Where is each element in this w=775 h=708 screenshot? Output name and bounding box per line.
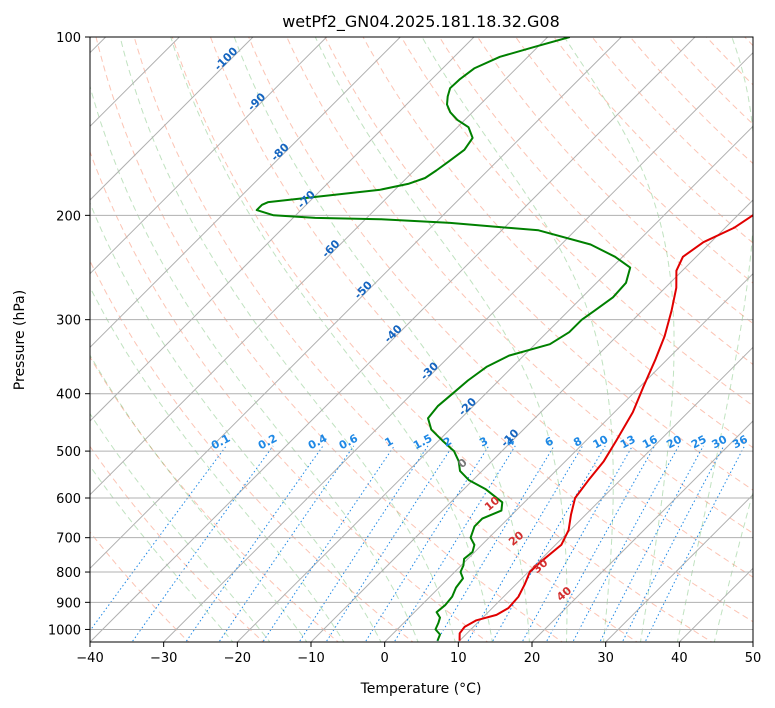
x-tick-label: 20 bbox=[524, 651, 541, 666]
x-axis-title: Temperature (°C) bbox=[360, 681, 482, 697]
x-tick-label: −20 bbox=[224, 651, 251, 666]
isotherm bbox=[90, 37, 622, 570]
mixing-ratio-line bbox=[466, 445, 584, 642]
y-tick-label: 400 bbox=[56, 388, 81, 403]
isotherm bbox=[310, 199, 753, 642]
x-tick-label: 50 bbox=[745, 651, 762, 666]
mixing-ratio-label: 16 bbox=[640, 433, 660, 452]
y-tick-label: 1000 bbox=[48, 623, 81, 638]
mixing-ratio-line bbox=[185, 445, 324, 642]
moist-adiabat bbox=[90, 84, 419, 642]
y-tick-label: 300 bbox=[56, 314, 81, 329]
profile-lines bbox=[255, 37, 753, 642]
x-tick-label: 0 bbox=[381, 651, 389, 666]
chart-title: wetPf2_GN04.2025.181.18.32.G08 bbox=[282, 12, 560, 32]
isotherm bbox=[90, 37, 475, 422]
isotherm bbox=[90, 37, 549, 496]
mixing-ratio-label: 25 bbox=[689, 433, 709, 452]
isotherm bbox=[605, 493, 753, 642]
x-tick-label: −40 bbox=[76, 651, 103, 666]
mixing-ratio-line bbox=[131, 445, 274, 642]
mixing-ratio-line bbox=[298, 445, 429, 642]
mixing-ratio-line bbox=[262, 445, 395, 642]
isotherm bbox=[90, 37, 328, 275]
mixing-ratio-label: 13 bbox=[618, 433, 638, 452]
mixing-ratio-label: 20 bbox=[664, 433, 684, 452]
isotherm bbox=[90, 37, 401, 349]
x-tick-label: −30 bbox=[150, 651, 177, 666]
y-tick-label: 900 bbox=[56, 596, 81, 611]
dry-adiabat bbox=[90, 150, 489, 642]
isotherm bbox=[90, 37, 254, 201]
mixing-ratio-line bbox=[599, 445, 704, 642]
mixing-ratio-line bbox=[325, 445, 454, 642]
y-tick-label: 200 bbox=[56, 209, 81, 224]
y-tick-label: 100 bbox=[56, 31, 81, 46]
mixing-ratio-label: 36 bbox=[730, 433, 750, 452]
y-tick-label: 700 bbox=[56, 532, 81, 547]
isotherm bbox=[531, 420, 753, 642]
isotherm bbox=[384, 272, 753, 642]
dewpoint-profile-line bbox=[255, 37, 632, 642]
mixing-ratio-label: 10 bbox=[591, 433, 611, 452]
axes: −40 −30 −20 −10 0 10 20 30 40 50 100 200 300 400 500 60… bbox=[48, 31, 761, 666]
x-tick-label: 10 bbox=[450, 651, 467, 666]
x-tick-label: −10 bbox=[297, 651, 324, 666]
y-tick-label: 600 bbox=[56, 492, 81, 507]
y-axis-title: Pressure (hPa) bbox=[12, 290, 28, 390]
mixing-ratio-line bbox=[491, 445, 606, 642]
mixing-ratio-label: 30 bbox=[710, 433, 730, 452]
temperature-profile-line bbox=[458, 213, 753, 641]
y-tick-label: 500 bbox=[56, 445, 81, 460]
dry-adiabat bbox=[90, 259, 414, 642]
isotherm bbox=[236, 125, 753, 642]
background-lines bbox=[90, 37, 753, 642]
isotherm bbox=[457, 346, 753, 642]
isotherm bbox=[90, 37, 696, 642]
mixing-ratio-line bbox=[364, 445, 490, 642]
x-tick-label: 40 bbox=[671, 651, 688, 666]
mixing-ratio-line bbox=[218, 445, 355, 642]
mixing-ratio-line bbox=[393, 445, 516, 642]
x-tick-label: 30 bbox=[597, 651, 614, 666]
mixing-ratio-line bbox=[572, 445, 680, 642]
plot-frame bbox=[89, 36, 754, 643]
isotherm bbox=[163, 51, 753, 642]
moist-adiabat bbox=[90, 201, 382, 642]
y-tick-label: 800 bbox=[56, 566, 81, 581]
